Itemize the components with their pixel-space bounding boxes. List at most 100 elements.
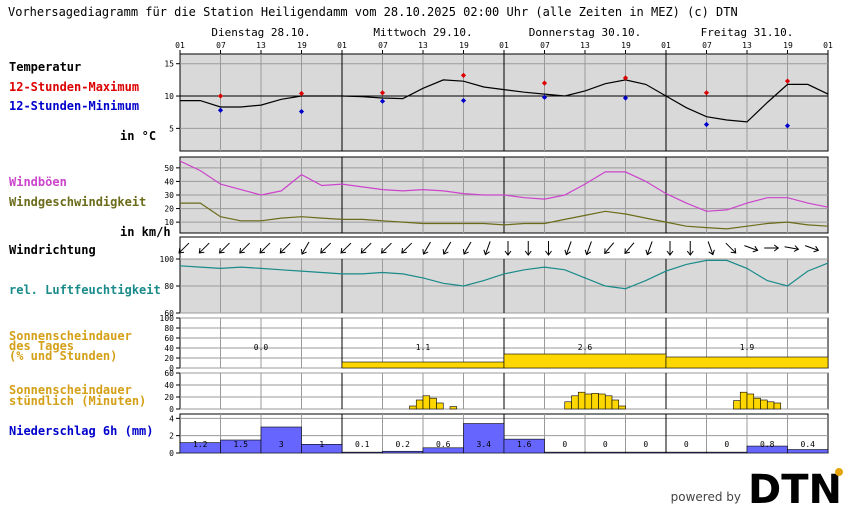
wind-arrow xyxy=(401,242,413,254)
label-feuchte: rel. Luftfeuchtigkeit xyxy=(9,283,161,297)
wind-arrow xyxy=(300,241,310,255)
wind-arrow-shaft xyxy=(360,242,372,254)
hour-tick: 13 xyxy=(256,41,266,50)
precip-bar xyxy=(260,426,302,454)
hourly-sun-bar xyxy=(733,400,741,410)
min-marker xyxy=(460,97,467,104)
wind-arrow-shaft xyxy=(198,242,210,254)
day-labels: Dienstag 28.10. Mittwoch 29.10. Donnerst… xyxy=(211,26,793,39)
hourly-sun-bar xyxy=(429,397,437,410)
wind-arrow-head xyxy=(584,249,592,256)
hourly-sun-bar xyxy=(409,405,417,410)
label-min: 12-Stunden-Minimum xyxy=(9,99,139,113)
precip-label: 1 xyxy=(319,440,324,449)
label-temp-unit: in °C xyxy=(120,129,156,143)
wind-arrow xyxy=(340,242,352,254)
hour-tick: 01 xyxy=(499,41,509,50)
wind-arrow-shaft xyxy=(279,242,291,254)
daily-sun-label: 0.0 xyxy=(254,343,269,352)
wind-arrow xyxy=(707,241,715,256)
min-marker xyxy=(217,107,224,113)
precip-bar xyxy=(625,451,667,454)
y-tick-label: 2 xyxy=(169,432,174,441)
y-tick-label: 0 xyxy=(169,364,174,373)
wind-arrow xyxy=(462,241,472,255)
wind-arrow-head xyxy=(604,248,610,255)
humidity-line xyxy=(179,259,829,290)
y-tick-label: 60 xyxy=(164,334,174,343)
precip-label: 0.4 xyxy=(801,440,816,449)
wind-arrow xyxy=(360,242,372,254)
wind-arrow-head xyxy=(218,247,225,254)
wind-panel: 10 20 30 40 50 xyxy=(164,156,829,234)
wind-arrow-head xyxy=(178,247,185,254)
hour-ticks: 01 07 13 19 01 07 13 19 01 07 13 19 01 0… xyxy=(175,41,833,50)
y-tick-label: 30 xyxy=(164,191,174,200)
wind-arrow-shaft xyxy=(340,242,352,254)
hour-tick: 13 xyxy=(580,41,590,50)
wind-arrow-head xyxy=(793,245,800,252)
precip-bar xyxy=(544,451,586,454)
wind-arrow-shaft xyxy=(586,241,592,255)
label-wind-unit: in km/h xyxy=(120,225,171,239)
wind-arrow-head xyxy=(730,247,737,254)
precip-panel: 0 2 4 1.2 1.5 3 1 0.1 0.2 0.6 3.4 1.6 0 0 0 0 0 0.8 0.4 xyxy=(169,413,829,458)
hour-tick: 01 xyxy=(337,41,347,50)
hourly-sun-bar xyxy=(436,402,444,410)
wind-arrow-head xyxy=(401,247,407,254)
precip-label: 3.4 xyxy=(477,440,492,449)
wind-arrow-shaft xyxy=(178,242,190,254)
daily-sun-bar xyxy=(665,356,829,369)
wind-arrow xyxy=(764,244,780,252)
wind-arrow-head xyxy=(320,247,326,254)
wind-arrow-head xyxy=(545,250,552,256)
y-tick-label: 100 xyxy=(160,314,175,323)
precip-bar xyxy=(341,451,383,454)
max-marker xyxy=(541,80,548,86)
precip-label: 0 xyxy=(603,440,608,449)
max-marker xyxy=(703,90,710,96)
max-marker xyxy=(460,72,467,78)
y-tick-label: 20 xyxy=(164,205,174,214)
precip-bar xyxy=(787,449,829,454)
label-sonne-tag-1: Sonnenscheindauer xyxy=(9,329,132,343)
precip-label: 0.8 xyxy=(760,440,775,449)
hour-tick: 13 xyxy=(418,41,428,50)
min-marker xyxy=(541,94,548,100)
hourly-sun-bar xyxy=(415,399,424,410)
wind-arrow-shaft xyxy=(565,241,572,255)
dtn-logo-dot xyxy=(835,468,843,476)
precip-label: 3 xyxy=(279,440,284,449)
precip-bar xyxy=(503,438,545,454)
y-tick-label: 0 xyxy=(169,449,174,458)
y-tick-label: 5 xyxy=(169,124,174,133)
precip-label: 1.5 xyxy=(234,440,249,449)
wind-arrow-head xyxy=(624,248,630,255)
wind-arrow-shaft xyxy=(484,241,491,255)
wind-arrow xyxy=(725,242,737,254)
wind-arrow xyxy=(545,241,552,256)
hourly-sun-bar xyxy=(584,393,593,410)
wind-speed-line xyxy=(180,202,829,230)
chart-title: Vorhersagediagramm für die Station Heili… xyxy=(8,5,738,19)
y-tick-label: 40 xyxy=(164,344,174,353)
wind-arrow-shaft xyxy=(725,242,737,254)
max-marker xyxy=(622,75,629,81)
precip-label: 0.6 xyxy=(436,440,451,449)
wind-arrow xyxy=(645,241,653,256)
daily-sun-bar xyxy=(503,353,667,369)
wind-arrow xyxy=(198,242,210,254)
wind-arrow-head xyxy=(645,249,652,256)
wind-direction-row xyxy=(178,236,829,260)
wind-arrow xyxy=(239,242,251,254)
hour-tick: 07 xyxy=(540,41,550,50)
y-tick-label: 40 xyxy=(164,177,174,186)
wind-arrow-head xyxy=(198,247,205,254)
y-tick-label: 80 xyxy=(164,324,174,333)
wind-arrow-head xyxy=(686,250,694,256)
day-label-2: Mittwoch 29.10. xyxy=(373,26,472,39)
precip-bar xyxy=(584,451,626,454)
y-tick-label: 4 xyxy=(169,414,174,423)
